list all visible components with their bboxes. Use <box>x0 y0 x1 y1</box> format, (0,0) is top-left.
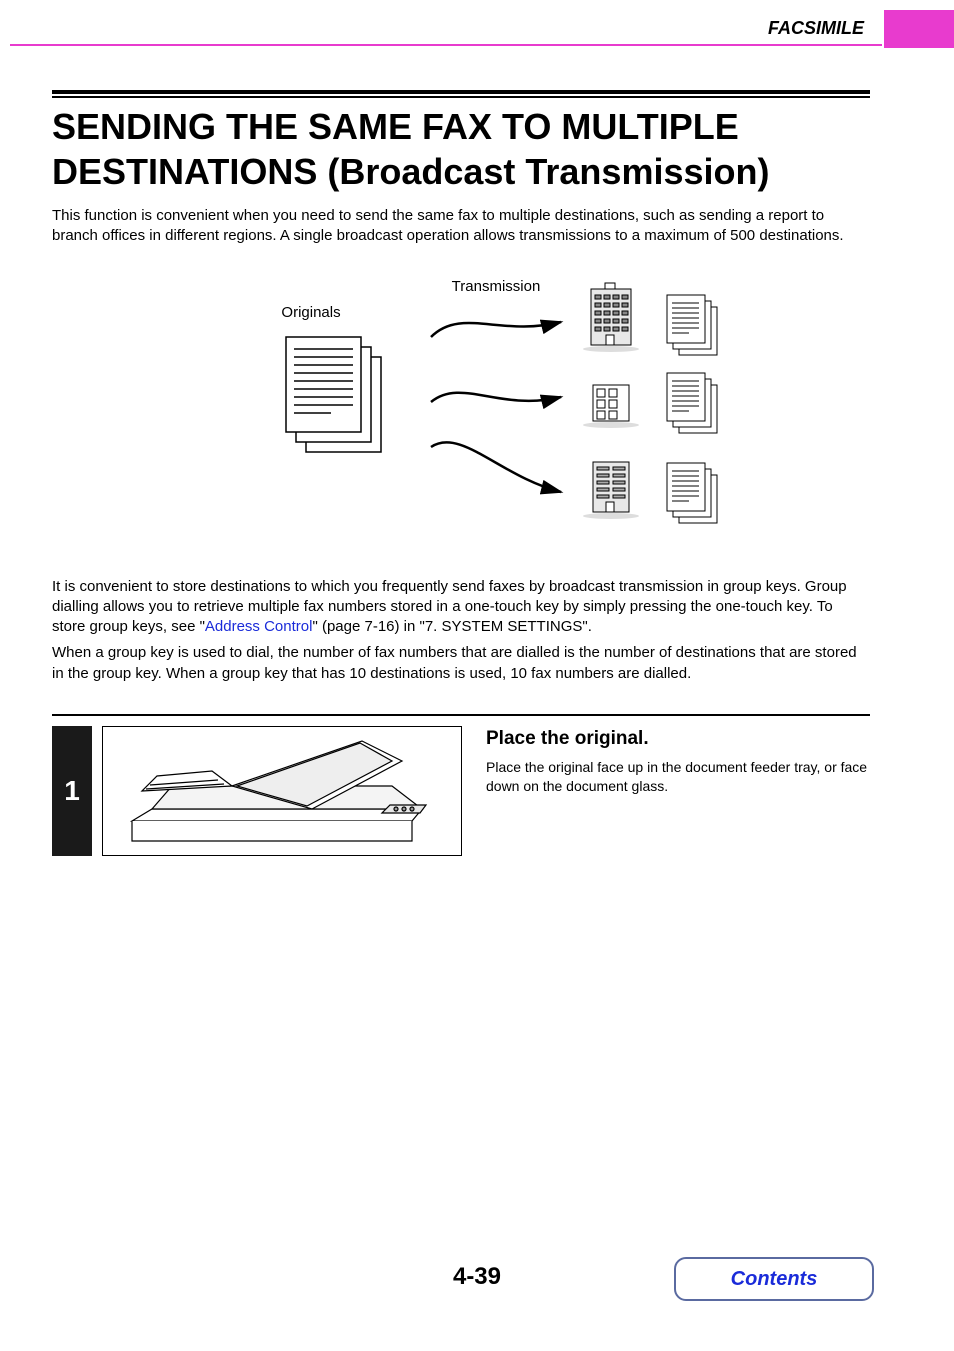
page-title: SENDING THE SAME FAX TO MULTIPLE DESTINA… <box>52 104 870 194</box>
group-key-paragraph: It is convenient to store destinations t… <box>52 577 870 638</box>
originals-icon <box>286 337 381 452</box>
step-heading: Place the original. <box>486 728 870 750</box>
arrow-icon <box>431 322 561 337</box>
broadcast-diagram: Originals Transmission <box>52 277 870 537</box>
header-accent <box>884 10 954 48</box>
contents-button[interactable]: Contents <box>674 1257 874 1301</box>
header-rule <box>10 44 882 46</box>
step-1: 1 <box>52 726 870 856</box>
transmission-label: Transmission <box>452 278 541 295</box>
received-doc-icon <box>667 373 717 433</box>
received-doc-icon <box>667 295 717 355</box>
copier-illustration <box>102 726 462 856</box>
destination-office-icon <box>583 385 639 428</box>
text: " (page 7-16) in "7. SYSTEM SETTINGS". <box>312 618 591 635</box>
intro-paragraph: This function is convenient when you nee… <box>52 206 870 247</box>
group-key-paragraph-2: When a group key is used to dial, the nu… <box>52 643 870 684</box>
address-control-link[interactable]: Address Control <box>205 618 313 635</box>
section-label: FACSIMILE <box>768 18 864 39</box>
title-rule <box>52 90 870 98</box>
step-number: 1 <box>52 726 92 856</box>
step-text: Place the original. Place the original f… <box>486 726 870 856</box>
step-body: Place the original face up in the docume… <box>486 758 870 796</box>
arrow-icon <box>431 392 561 401</box>
header: FACSIMILE <box>10 10 954 42</box>
originals-label: Originals <box>281 304 340 321</box>
destination-building-icon <box>583 283 639 352</box>
destination-server-icon <box>583 462 639 519</box>
step-rule <box>52 714 870 716</box>
page-content: SENDING THE SAME FAX TO MULTIPLE DESTINA… <box>52 90 870 856</box>
received-doc-icon <box>667 463 717 523</box>
arrow-icon <box>431 442 561 492</box>
